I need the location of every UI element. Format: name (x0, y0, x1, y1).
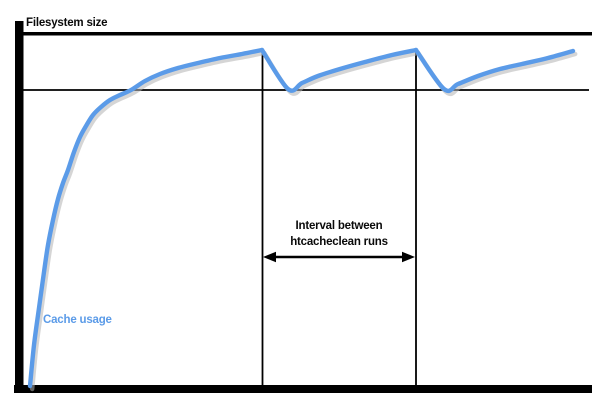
interval-label-line2: htcacheclean runs (290, 235, 388, 248)
cache-usage-curve-3 (413, 47, 576, 94)
x-axis-bar (14, 385, 592, 393)
cache-usage-curve-2 (259, 47, 419, 93)
interval-arrow-head-left (263, 251, 276, 263)
interval-label-line1: Interval between (295, 220, 383, 232)
interval-arrow-head-right (402, 251, 415, 263)
cache-usage-curve-shadow-1 (30, 50, 267, 392)
interval-label: Interval between htcacheclean runs (290, 219, 388, 250)
filesystem-size-label: Filesystem size (26, 17, 108, 29)
y-axis-bar (15, 21, 24, 393)
cache-usage-curve-1 (27, 47, 265, 389)
cache-usage-curve-shadow-2 (262, 50, 421, 96)
cache-usage-label: Cache usage (43, 314, 112, 326)
